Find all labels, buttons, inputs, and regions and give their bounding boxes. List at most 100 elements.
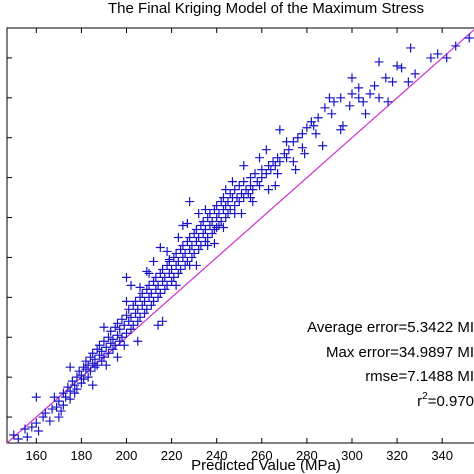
data-point <box>149 256 159 266</box>
data-point <box>67 376 77 386</box>
data-point <box>313 113 323 123</box>
data-point <box>115 336 125 346</box>
data-point <box>392 61 402 71</box>
data-point <box>187 252 197 262</box>
data-point <box>135 292 145 302</box>
data-point <box>178 240 188 250</box>
data-point <box>99 322 109 332</box>
data-point <box>56 406 66 416</box>
data-point <box>99 352 109 362</box>
data-point <box>142 304 152 314</box>
data-point <box>149 296 159 306</box>
data-point <box>94 350 104 360</box>
data-point <box>185 232 195 242</box>
data-point <box>403 77 413 87</box>
data-point <box>58 400 68 410</box>
data-point <box>361 109 371 119</box>
data-point <box>122 296 132 306</box>
data-point <box>365 89 375 99</box>
data-point <box>151 272 161 282</box>
data-point <box>297 143 307 153</box>
data-point <box>126 280 136 290</box>
data-point <box>151 284 161 294</box>
stats-annotation: Max error=34.9897 MI <box>326 344 474 361</box>
data-point <box>205 221 215 231</box>
data-point <box>22 432 32 442</box>
data-point <box>171 260 181 270</box>
data-point <box>230 201 240 211</box>
x-tick-label: 340 <box>431 448 453 463</box>
data-point <box>122 272 132 282</box>
data-point <box>119 320 129 330</box>
data-point <box>209 205 219 215</box>
data-point <box>124 304 134 314</box>
data-point <box>205 209 215 219</box>
data-point <box>31 418 41 428</box>
data-point <box>103 332 113 342</box>
data-point <box>167 264 177 274</box>
data-point <box>74 366 84 376</box>
data-point <box>234 181 244 191</box>
stats-annotation: rmse=7.1488 MI <box>365 368 474 385</box>
data-point <box>160 272 170 282</box>
data-point <box>164 268 174 278</box>
data-point <box>306 117 316 127</box>
data-point <box>257 165 267 175</box>
data-point <box>451 41 461 51</box>
data-point <box>358 97 368 107</box>
data-point <box>410 69 420 79</box>
data-point <box>207 217 217 227</box>
data-point <box>237 209 246 219</box>
data-point <box>275 125 285 135</box>
data-point <box>270 181 280 191</box>
data-point <box>189 248 199 258</box>
data-point <box>171 280 181 290</box>
data-point <box>65 362 75 372</box>
data-point <box>191 236 201 246</box>
data-point <box>88 380 98 390</box>
reference-line <box>6 28 474 444</box>
data-point <box>203 213 213 223</box>
stats-annotation: Average error=5.3422 MI <box>307 319 474 336</box>
data-point <box>203 240 213 250</box>
data-point <box>200 225 210 235</box>
data-point <box>140 296 150 306</box>
data-point <box>218 223 228 233</box>
data-point <box>90 362 100 372</box>
data-point <box>140 308 150 318</box>
data-point <box>72 384 82 394</box>
x-tick-label: 280 <box>296 448 318 463</box>
data-point <box>76 378 86 388</box>
data-point <box>155 242 165 252</box>
plot-frame <box>6 27 474 444</box>
data-point <box>115 324 125 334</box>
data-point <box>239 161 249 171</box>
x-tick-label: 200 <box>116 448 138 463</box>
data-point <box>196 221 206 231</box>
data-point <box>261 169 271 179</box>
data-point <box>291 165 301 175</box>
data-point <box>185 244 195 254</box>
reference-line-layer <box>6 28 474 444</box>
data-point <box>117 314 127 324</box>
data-point <box>173 268 183 278</box>
data-point <box>282 137 292 147</box>
data-point <box>214 221 224 231</box>
data-point <box>155 268 165 278</box>
data-point <box>302 123 312 133</box>
data-point <box>90 354 100 364</box>
data-point <box>182 236 192 246</box>
data-point <box>83 360 93 370</box>
data-point <box>47 404 57 414</box>
data-point <box>273 169 283 179</box>
data-point <box>126 324 136 334</box>
x-tick-label: 180 <box>71 448 93 463</box>
data-point <box>108 334 118 344</box>
data-point <box>329 97 339 107</box>
data-point <box>173 232 183 242</box>
data-point <box>85 352 95 362</box>
data-point <box>374 93 384 103</box>
data-point <box>101 342 111 352</box>
data-point <box>266 165 276 175</box>
data-point <box>264 185 274 195</box>
